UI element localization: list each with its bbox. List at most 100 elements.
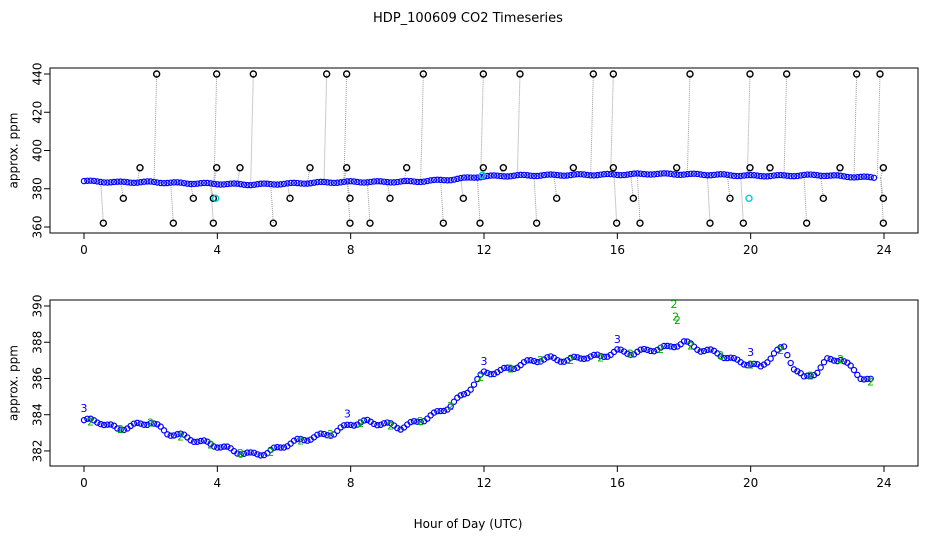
series-3-point — [770, 350, 778, 357]
series-point — [580, 171, 588, 178]
series-point — [634, 170, 641, 177]
series-point — [434, 176, 441, 183]
series-point — [677, 171, 684, 179]
series-3-point — [330, 431, 338, 438]
series-2-label: 2 — [687, 340, 694, 353]
series-point — [294, 179, 301, 187]
series-point — [314, 178, 321, 186]
series-3-point — [857, 375, 864, 383]
y-tick-label: 390 — [31, 295, 45, 318]
outlier-drop-line — [366, 181, 371, 224]
outlier-point — [366, 219, 374, 227]
series-3-point — [217, 444, 224, 451]
series-point — [844, 173, 851, 181]
series-3-point — [787, 359, 794, 367]
series-3-point — [577, 355, 584, 362]
series-point — [477, 174, 484, 181]
y-tick-label: 388 — [31, 331, 45, 354]
series-point — [700, 171, 708, 179]
outlier-point — [249, 70, 258, 78]
x-tick-label: 8 — [347, 476, 355, 490]
outlier-drop-line — [500, 167, 504, 177]
series-3-point — [520, 358, 528, 366]
series-point — [850, 174, 858, 181]
series-point — [327, 179, 334, 186]
series-point — [847, 174, 854, 181]
outlier-drop-line — [853, 73, 858, 177]
outlier-point — [386, 194, 394, 203]
series-point — [487, 172, 494, 179]
series-point — [707, 172, 714, 179]
series-point — [340, 178, 348, 185]
series-3-point — [414, 418, 421, 425]
chart-title: HDP_100609 CO2 Timeseries — [373, 11, 563, 26]
series-point — [347, 178, 354, 185]
series-3-point — [374, 422, 381, 429]
cyan-point — [478, 171, 487, 180]
outlier-point — [609, 164, 618, 172]
series-point — [417, 178, 424, 186]
series-3-point — [80, 416, 88, 424]
series-point — [370, 178, 378, 185]
series-point — [570, 171, 578, 178]
series-2-label: 2 — [567, 354, 574, 367]
series-point — [577, 171, 584, 178]
series-point — [200, 179, 208, 187]
outlier-drop-line — [250, 73, 254, 185]
outlier-point — [209, 194, 218, 203]
series-3-point — [567, 354, 574, 362]
series-3-point — [327, 432, 334, 439]
x-tick-label: 12 — [476, 476, 491, 490]
outlier-drop-line — [746, 73, 751, 176]
series-3-point — [684, 338, 691, 345]
series-point — [564, 172, 571, 179]
series-2-label: 2 — [477, 371, 484, 384]
y-tick-label: 384 — [31, 403, 45, 426]
outlier-drop-line — [323, 73, 328, 183]
series-2-label: 2 — [537, 354, 544, 367]
series-3-point — [850, 366, 858, 374]
series-point — [827, 172, 834, 179]
series-point — [537, 172, 544, 179]
outlier-point — [322, 70, 331, 78]
series-point — [837, 172, 844, 179]
series-3-point — [487, 371, 494, 378]
series-point — [627, 170, 634, 178]
series-point — [147, 178, 154, 185]
series-2-label: 2 — [177, 430, 184, 443]
outlier-drop-line — [343, 73, 348, 183]
series-point — [184, 180, 191, 187]
series-3-point — [744, 362, 751, 369]
outlier-point — [766, 164, 774, 172]
outlier-point — [189, 194, 198, 203]
series-point — [197, 180, 204, 187]
series-3-label: 3 — [481, 355, 488, 368]
outlier-point — [479, 164, 488, 172]
series-3-point — [840, 358, 848, 365]
outlier-drop-line — [476, 176, 481, 224]
series-3-point — [777, 344, 784, 351]
series-3-point — [94, 419, 101, 426]
series-3-point — [767, 355, 774, 362]
series-3-point — [304, 437, 311, 444]
outlier-point — [612, 219, 621, 227]
series-point — [594, 171, 601, 179]
x-tick-label: 24 — [876, 243, 891, 257]
series-3-point — [394, 424, 401, 432]
series-3-point — [470, 381, 478, 388]
series-3-point — [747, 361, 754, 368]
series-point — [684, 170, 691, 178]
series-3-point — [84, 415, 91, 422]
series-point — [354, 178, 361, 186]
series-3-point — [370, 420, 378, 428]
series-3-label: 3 — [81, 402, 88, 415]
series-point — [520, 171, 528, 179]
outlier-point — [209, 219, 218, 227]
series-3-point — [830, 357, 838, 364]
outlier-drop-line — [403, 167, 408, 182]
outlier-drop-line — [480, 73, 484, 177]
series-3-point — [510, 365, 518, 373]
series-point — [404, 177, 411, 185]
series-3-point — [524, 357, 531, 364]
cyan-point — [745, 194, 753, 203]
